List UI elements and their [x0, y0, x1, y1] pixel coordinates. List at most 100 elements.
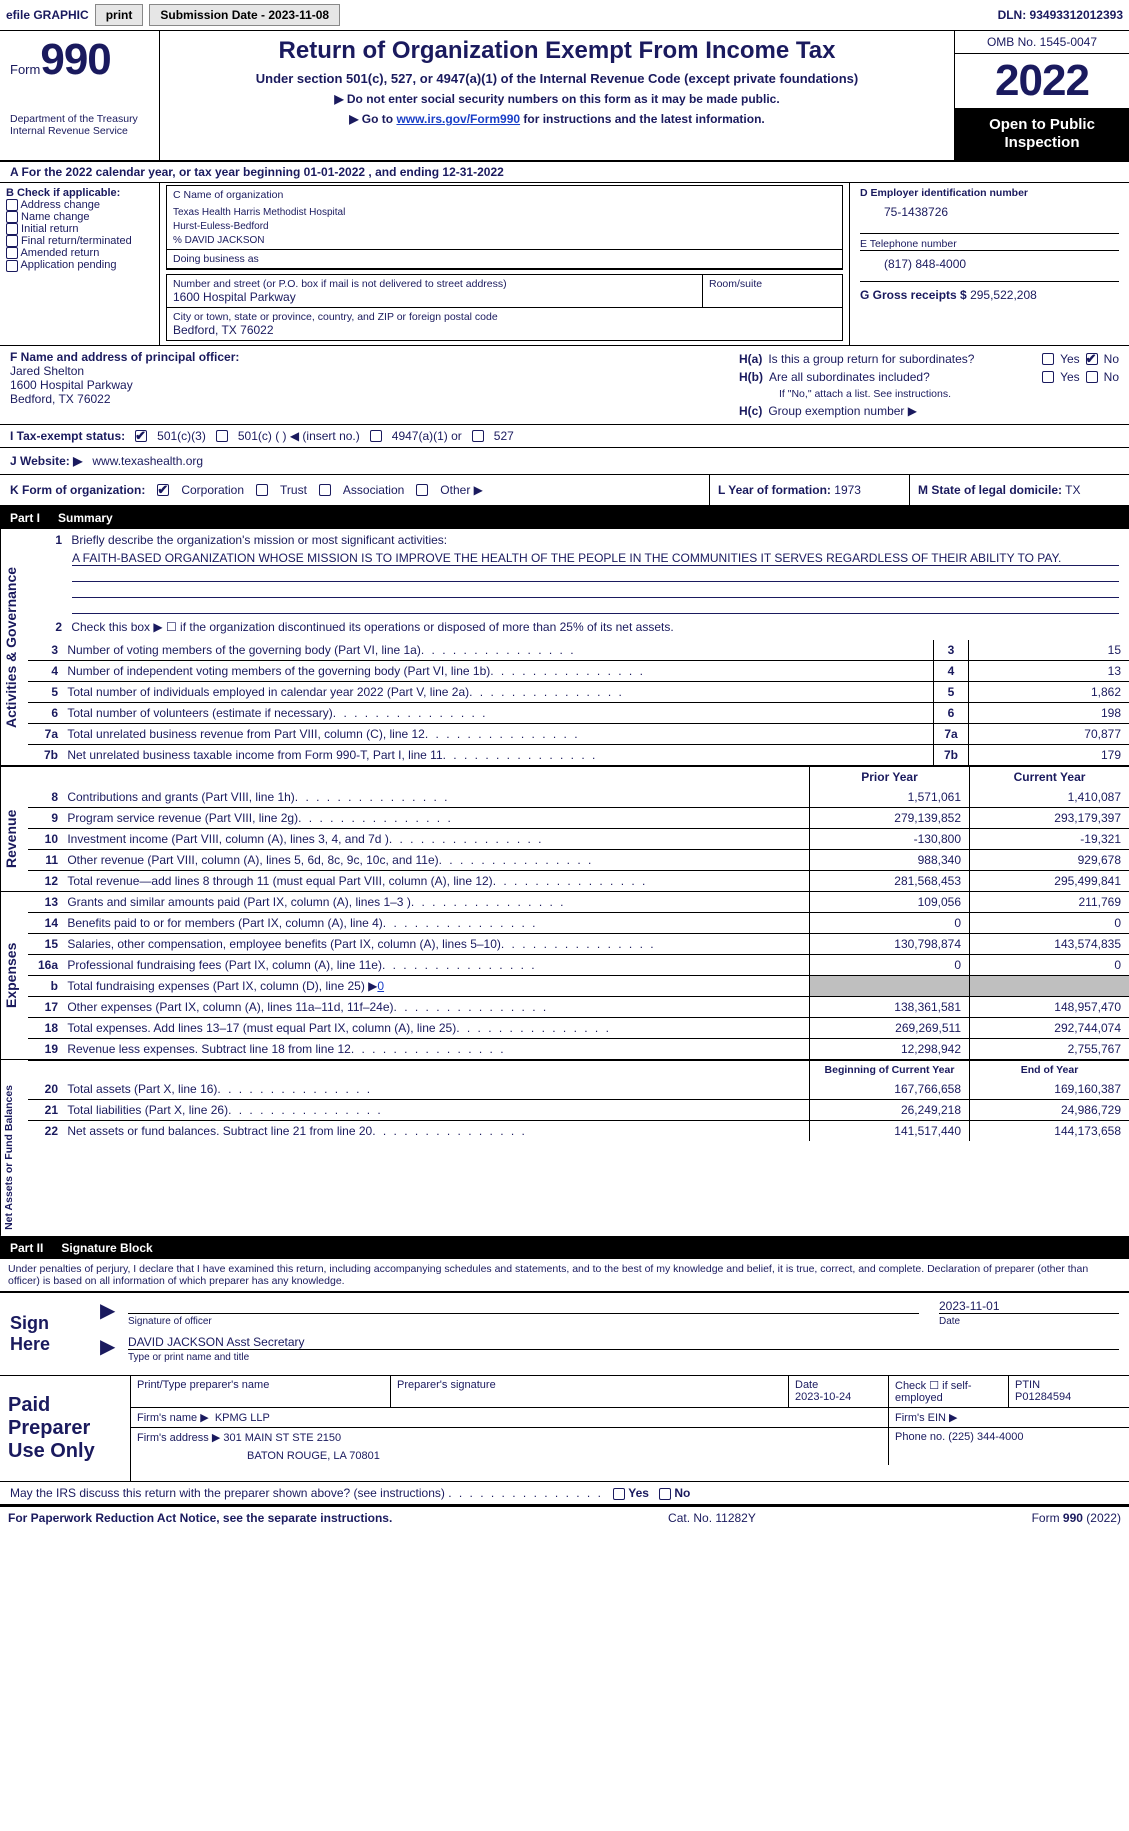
- i-o2: 501(c) ( ) ◀ (insert no.): [238, 429, 360, 443]
- summary-line: 16a Professional fundraising fees (Part …: [28, 954, 1129, 975]
- pycy-header-row: Prior Year Current Year: [0, 766, 1129, 787]
- trust-checkbox[interactable]: [256, 484, 268, 496]
- footer-right: Form 990 (2022): [1032, 1511, 1121, 1525]
- dln-label: DLN: 93493312012393: [998, 8, 1123, 22]
- summary-line: 3 Number of voting members of the govern…: [28, 640, 1129, 660]
- corp-checkbox[interactable]: [157, 484, 169, 496]
- b-checkbox[interactable]: [6, 211, 18, 223]
- declaration-text: Under penalties of perjury, I declare th…: [0, 1259, 1129, 1291]
- summary-line: 6 Total number of volunteers (estimate i…: [28, 702, 1129, 723]
- header-right: OMB No. 1545-0047 2022 Open to Public In…: [954, 31, 1129, 160]
- l-label: L Year of formation:: [718, 483, 831, 497]
- b-checkbox[interactable]: [6, 223, 18, 235]
- tax-year: 2022: [955, 54, 1129, 108]
- i-o1: 501(c)(3): [157, 429, 206, 443]
- h-c-text: Group exemption number ▶: [768, 404, 917, 418]
- assoc-checkbox[interactable]: [319, 484, 331, 496]
- firm-name-label: Firm's name ▶: [137, 1412, 209, 1424]
- k-label: K Form of organization:: [10, 483, 145, 497]
- identity-section: B Check if applicable: Address change Na…: [0, 183, 1129, 346]
- dba-label: Doing business as: [167, 249, 842, 269]
- submission-date-button[interactable]: Submission Date - 2023-11-08: [149, 4, 340, 26]
- part1-netassets: Net Assets or Fund Balances 20 Total ass…: [0, 1079, 1129, 1237]
- summary-line: 8 Contributions and grants (Part VIII, l…: [28, 787, 1129, 807]
- beginend-header: Beginning of Current Year End of Year: [0, 1060, 1129, 1079]
- 501c-checkbox[interactable]: [216, 430, 228, 442]
- may-yes-checkbox[interactable]: [613, 1488, 625, 1500]
- c-label: C Name of organization: [167, 186, 842, 204]
- mission-blank2: [72, 582, 1119, 598]
- officer-addr1: 1600 Hospital Parkway: [10, 378, 719, 392]
- summary-line: 12 Total revenue—add lines 8 through 11 …: [28, 870, 1129, 891]
- officer-printed: DAVID JACKSON Asst Secretary: [128, 1335, 1119, 1350]
- officer-row: F Name and address of principal officer:…: [0, 346, 1129, 425]
- form-word: Form: [10, 62, 40, 77]
- part1-revenue: Revenue 8 Contributions and grants (Part…: [0, 787, 1129, 892]
- col-d: D Employer identification number 75-1438…: [849, 183, 1129, 345]
- 527-checkbox[interactable]: [472, 430, 484, 442]
- self-emp-label: Check ☐ if self-employed: [889, 1376, 1009, 1407]
- b-checkbox[interactable]: [6, 235, 18, 247]
- firm-phone-value: (225) 344-4000: [948, 1431, 1023, 1443]
- part2-header: Part II Signature Block: [0, 1237, 1129, 1259]
- part1-header: Part I Summary: [0, 507, 1129, 529]
- f-block: F Name and address of principal officer:…: [0, 346, 729, 424]
- firm-addr2: BATON ROUGE, LA 70801: [137, 1444, 882, 1462]
- ha-no: No: [1104, 352, 1119, 366]
- summary-line: 14 Benefits paid to or for members (Part…: [28, 912, 1129, 933]
- phone-label: E Telephone number: [860, 233, 1119, 251]
- ptin-label: PTIN: [1015, 1379, 1123, 1391]
- b-checkbox[interactable]: [6, 247, 18, 259]
- officer-signature-line[interactable]: [128, 1299, 919, 1314]
- hb-yes: Yes: [1060, 370, 1080, 384]
- page-footer: For Paperwork Reduction Act Notice, see …: [0, 1506, 1129, 1529]
- header-left: Form990 Department of the Treasury Inter…: [0, 31, 160, 160]
- gross-label: G Gross receipts $: [860, 288, 967, 302]
- hdr-prior: Prior Year: [809, 767, 969, 787]
- mission-text: A FAITH-BASED ORGANIZATION WHOSE MISSION…: [72, 551, 1119, 566]
- summary-line: 9 Program service revenue (Part VIII, li…: [28, 807, 1129, 828]
- efile-label: efile GRAPHIC: [6, 8, 89, 22]
- ha-no-checkbox[interactable]: [1086, 353, 1098, 365]
- form990-link[interactable]: www.irs.gov/Form990: [396, 112, 520, 126]
- mission-blank1: [72, 566, 1119, 582]
- part2-title: Part II: [10, 1241, 43, 1255]
- period-row: A For the 2022 calendar year, or tax yea…: [0, 162, 1129, 183]
- omb-number: OMB No. 1545-0047: [955, 31, 1129, 54]
- period-end: 12-31-2022: [442, 165, 503, 179]
- org-name2: Hurst-Euless-Bedford: [167, 221, 842, 235]
- print-button[interactable]: print: [95, 4, 144, 26]
- officer-addr2: Bedford, TX 76022: [10, 392, 719, 406]
- 4947-checkbox[interactable]: [370, 430, 382, 442]
- b-checkbox[interactable]: [6, 260, 18, 272]
- hb-no-checkbox[interactable]: [1086, 371, 1098, 383]
- b-option: Initial return: [6, 223, 153, 235]
- hdr-spacer: [28, 767, 809, 787]
- form-title: Return of Organization Exempt From Incom…: [170, 37, 944, 65]
- m-label: M State of legal domicile:: [918, 483, 1062, 497]
- form-warn1: ▶ Do not enter social security numbers o…: [170, 92, 944, 106]
- summary-line: 7a Total unrelated business revenue from…: [28, 723, 1129, 744]
- summary-line: 11 Other revenue (Part VIII, column (A),…: [28, 849, 1129, 870]
- j-label: J Website: ▶: [10, 454, 82, 468]
- summary-line: 15 Salaries, other compensation, employe…: [28, 933, 1129, 954]
- ein-label: D Employer identification number: [860, 187, 1119, 199]
- form-number: 990: [40, 35, 110, 84]
- i-o4: 527: [494, 429, 514, 443]
- 501c3-checkbox[interactable]: [135, 430, 147, 442]
- name-block: C Name of organization Texas Health Harr…: [166, 185, 843, 270]
- hb-yes-checkbox[interactable]: [1042, 371, 1054, 383]
- arrow-icon-2: ▶: [100, 1335, 118, 1363]
- may-no-checkbox[interactable]: [659, 1488, 671, 1500]
- summary-line: 19 Revenue less expenses. Subtract line …: [28, 1038, 1129, 1059]
- b-checkbox[interactable]: [6, 199, 18, 211]
- ha-yes-checkbox[interactable]: [1042, 353, 1054, 365]
- period-begin: 01-01-2022: [304, 165, 365, 179]
- other-checkbox[interactable]: [416, 484, 428, 496]
- form-warn2: ▶ Go to www.irs.gov/Form990 for instruct…: [170, 112, 944, 126]
- prep-name-label: Print/Type preparer's name: [131, 1376, 391, 1407]
- prep-sig-label: Preparer's signature: [391, 1376, 789, 1407]
- mission-blank3: [72, 598, 1119, 614]
- may-no: No: [674, 1486, 690, 1500]
- top-toolbar: efile GRAPHIC print Submission Date - 20…: [0, 0, 1129, 31]
